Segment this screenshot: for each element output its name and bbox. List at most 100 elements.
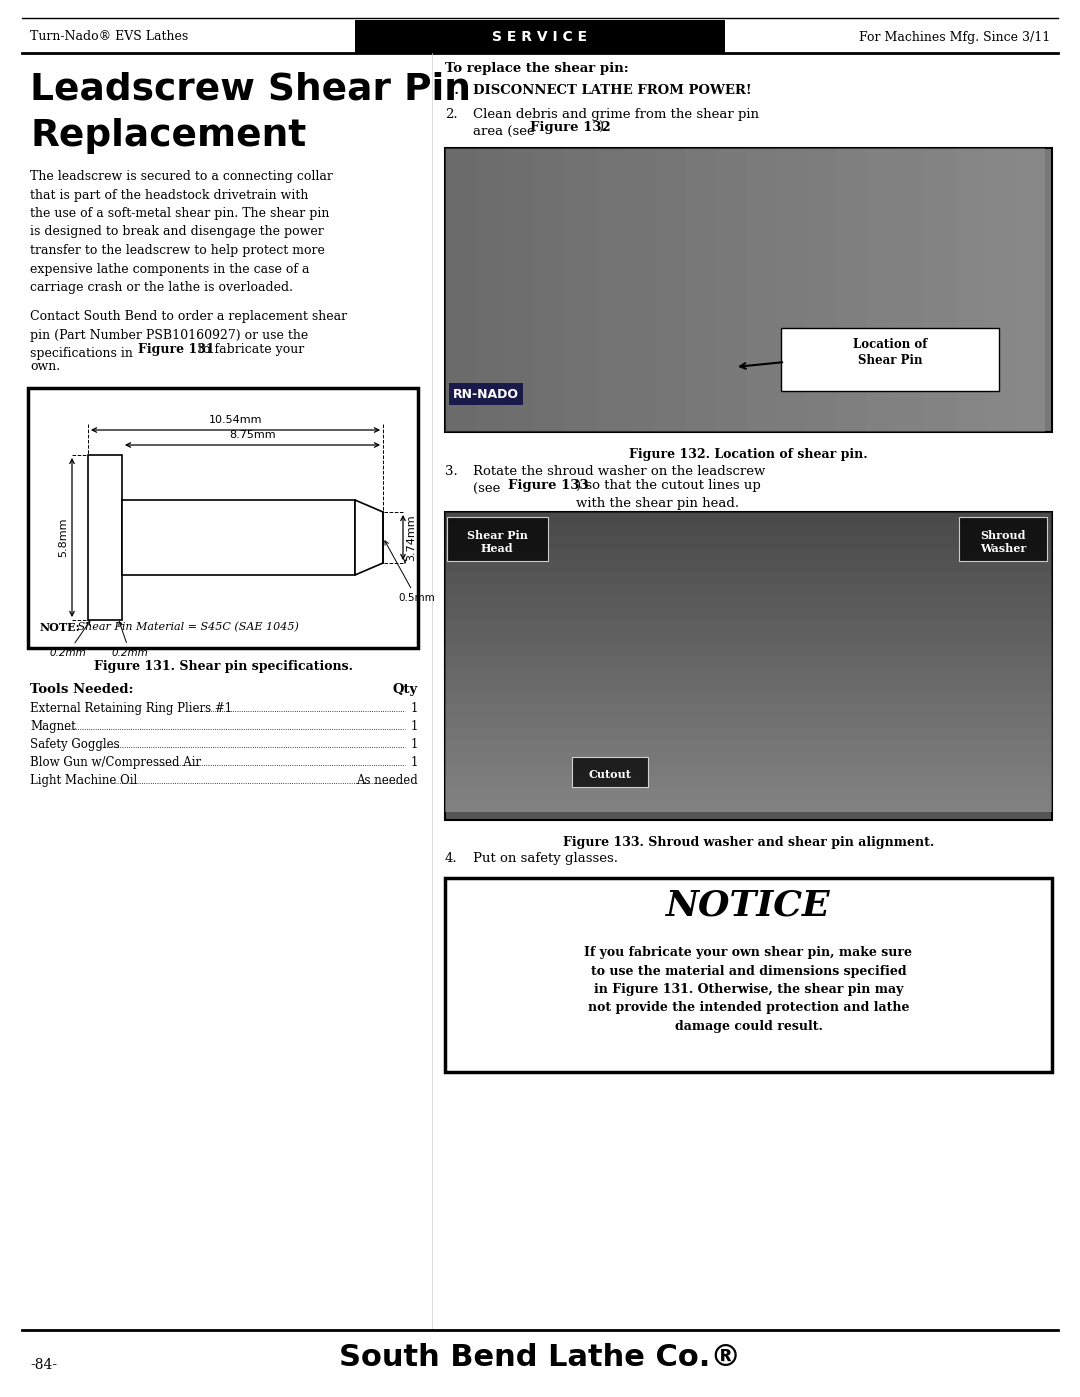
Text: Figure 132: Figure 132 [530, 122, 611, 134]
FancyBboxPatch shape [445, 877, 1052, 1071]
Text: Shear Pin
Head: Shear Pin Head [467, 529, 527, 555]
Text: to fabricate your: to fabricate your [194, 344, 305, 356]
Text: Figure 133: Figure 133 [508, 479, 589, 492]
PathPatch shape [355, 500, 383, 576]
Text: 5.8mm: 5.8mm [58, 518, 68, 557]
FancyBboxPatch shape [895, 148, 924, 432]
FancyBboxPatch shape [715, 148, 745, 432]
FancyBboxPatch shape [445, 584, 1052, 597]
FancyBboxPatch shape [355, 20, 725, 53]
Text: 1.: 1. [445, 84, 459, 96]
FancyBboxPatch shape [445, 608, 1052, 620]
FancyBboxPatch shape [445, 800, 1052, 812]
FancyBboxPatch shape [535, 148, 565, 432]
Text: 8.75mm: 8.75mm [229, 430, 275, 440]
FancyBboxPatch shape [445, 728, 1052, 740]
Text: 1: 1 [410, 719, 418, 733]
Text: NOTE:: NOTE: [40, 622, 81, 633]
Text: 2.: 2. [445, 108, 458, 122]
FancyBboxPatch shape [445, 680, 1052, 692]
FancyBboxPatch shape [445, 644, 1052, 657]
Text: 3.: 3. [445, 465, 458, 478]
FancyBboxPatch shape [595, 148, 625, 432]
Text: ).: ). [598, 122, 607, 134]
Text: 0.5mm: 0.5mm [384, 541, 435, 604]
Text: Shear Pin Material = S45C (SAE 1045): Shear Pin Material = S45C (SAE 1045) [75, 622, 299, 633]
FancyBboxPatch shape [445, 511, 1052, 524]
Text: 0.2mm: 0.2mm [50, 622, 90, 658]
Text: Clean debris and grime from the shear pin
area (see: Clean debris and grime from the shear pi… [473, 108, 759, 138]
Text: If you fabricate your own shear pin, make sure
to use the material and dimension: If you fabricate your own shear pin, mak… [584, 946, 913, 1032]
Text: Safety Goggles: Safety Goggles [30, 738, 120, 752]
Text: S E R V I C E: S E R V I C E [492, 29, 588, 43]
Text: Magnet: Magnet [30, 719, 76, 733]
FancyBboxPatch shape [445, 536, 1052, 548]
FancyBboxPatch shape [445, 692, 1052, 704]
Text: 0.2mm: 0.2mm [111, 622, 148, 658]
Text: own.: own. [30, 360, 60, 373]
Text: 10.54mm: 10.54mm [208, 415, 262, 425]
Text: Figure 131. Shear pin specifications.: Figure 131. Shear pin specifications. [94, 659, 352, 673]
FancyBboxPatch shape [445, 775, 1052, 788]
FancyBboxPatch shape [835, 148, 865, 432]
FancyBboxPatch shape [565, 148, 595, 432]
Text: Figure 133. Shroud washer and shear pin alignment.: Figure 133. Shroud washer and shear pin … [563, 835, 934, 849]
FancyBboxPatch shape [445, 571, 1052, 584]
FancyBboxPatch shape [445, 148, 1052, 432]
FancyBboxPatch shape [445, 752, 1052, 764]
Text: Figure 131: Figure 131 [138, 344, 215, 356]
Text: Rotate the shroud washer on the leadscrew
(see: Rotate the shroud washer on the leadscre… [473, 465, 766, 496]
FancyBboxPatch shape [445, 704, 1052, 717]
FancyBboxPatch shape [445, 764, 1052, 775]
Text: 1: 1 [410, 703, 418, 715]
FancyBboxPatch shape [445, 511, 1052, 820]
FancyBboxPatch shape [445, 740, 1052, 752]
Text: ) so that the cutout lines up
with the shear pin head.: ) so that the cutout lines up with the s… [576, 479, 760, 510]
Text: RN-NADO: RN-NADO [453, 387, 519, 401]
FancyBboxPatch shape [447, 517, 548, 562]
Text: NOTICE: NOTICE [666, 888, 831, 922]
Text: -84-: -84- [30, 1358, 57, 1372]
Text: As needed: As needed [356, 774, 418, 787]
FancyBboxPatch shape [654, 148, 685, 432]
FancyBboxPatch shape [475, 148, 505, 432]
Text: South Bend Lathe Co.®: South Bend Lathe Co.® [339, 1344, 741, 1372]
Text: Turn-Nado® EVS Lathes: Turn-Nado® EVS Lathes [30, 31, 188, 43]
FancyBboxPatch shape [745, 148, 775, 432]
FancyBboxPatch shape [445, 788, 1052, 800]
FancyBboxPatch shape [87, 455, 122, 620]
Text: Figure 132. Location of shear pin.: Figure 132. Location of shear pin. [630, 448, 868, 461]
Text: Location of
Shear Pin: Location of Shear Pin [853, 338, 928, 366]
FancyBboxPatch shape [924, 148, 955, 432]
Text: Qty: Qty [393, 683, 418, 696]
Text: 1: 1 [410, 756, 418, 768]
FancyBboxPatch shape [955, 148, 985, 432]
FancyBboxPatch shape [445, 717, 1052, 728]
Text: 4.: 4. [445, 852, 458, 865]
FancyBboxPatch shape [445, 548, 1052, 560]
FancyBboxPatch shape [805, 148, 835, 432]
FancyBboxPatch shape [1015, 148, 1045, 432]
FancyBboxPatch shape [985, 148, 1015, 432]
Text: Cutout: Cutout [589, 770, 632, 781]
Text: Put on safety glasses.: Put on safety glasses. [473, 852, 618, 865]
Text: 1: 1 [410, 738, 418, 752]
Text: The leadscrew is secured to a connecting collar
that is part of the headstock dr: The leadscrew is secured to a connecting… [30, 170, 333, 293]
FancyBboxPatch shape [445, 668, 1052, 680]
Text: Replacement: Replacement [30, 117, 307, 154]
FancyBboxPatch shape [505, 148, 535, 432]
FancyBboxPatch shape [445, 631, 1052, 644]
FancyBboxPatch shape [685, 148, 715, 432]
Text: Blow Gun w/Compressed Air: Blow Gun w/Compressed Air [30, 756, 201, 768]
FancyBboxPatch shape [775, 148, 805, 432]
Text: Leadscrew Shear Pin: Leadscrew Shear Pin [30, 73, 471, 108]
FancyBboxPatch shape [865, 148, 895, 432]
FancyBboxPatch shape [445, 620, 1052, 631]
FancyBboxPatch shape [28, 388, 418, 648]
Text: Shroud
Washer: Shroud Washer [980, 529, 1026, 555]
FancyBboxPatch shape [445, 657, 1052, 668]
Text: Light Machine Oil: Light Machine Oil [30, 774, 137, 787]
FancyBboxPatch shape [781, 328, 999, 391]
FancyBboxPatch shape [959, 517, 1047, 562]
Text: Contact South Bend to order a replacement shear
pin (Part Number PSB10160927) or: Contact South Bend to order a replacemen… [30, 310, 347, 360]
